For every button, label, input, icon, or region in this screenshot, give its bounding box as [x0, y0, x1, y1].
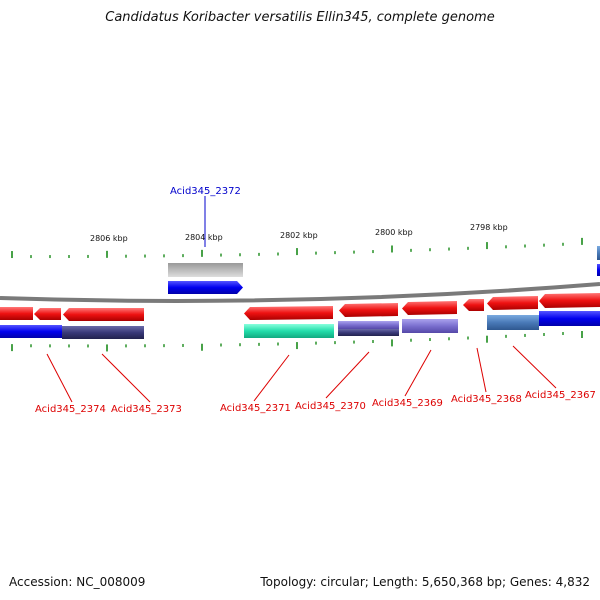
gene-arrow-2368[interactable]	[463, 299, 484, 311]
leader-line-2367	[512, 345, 557, 389]
gene-block-2370-lower[interactable]	[338, 329, 399, 336]
leader-line-2374	[46, 353, 73, 403]
gene-block-2367-right[interactable]	[539, 311, 600, 326]
gene-block-2374[interactable]	[0, 325, 62, 338]
gene-label-2368[interactable]: Acid345_2368	[451, 394, 522, 405]
gene-arrow-2373[interactable]	[63, 308, 144, 321]
gene-arrow-2371[interactable]	[244, 306, 333, 320]
gene-arrow-2367b[interactable]	[539, 293, 600, 308]
gene-block-2372-outer[interactable]	[168, 263, 243, 277]
gene-block-2369[interactable]	[402, 319, 458, 333]
genome-backbone	[0, 282, 600, 303]
scale-label-2798: 2798 kbp	[470, 223, 508, 232]
topology-summary-text: Topology: circular; Length: 5,650,368 bp…	[260, 575, 590, 589]
leader-line-2369	[404, 349, 432, 397]
scale-label-2802: 2802 kbp	[280, 231, 318, 240]
gene-label-2369[interactable]: Acid345_2369	[372, 398, 443, 409]
gene-label-2371[interactable]: Acid345_2371	[220, 403, 291, 414]
gene-arrow-2372[interactable]	[168, 281, 243, 294]
gene-label-2367[interactable]: Acid345_2367	[525, 390, 596, 401]
leader-line-2370	[325, 351, 370, 399]
genome-title: Candidatus Koribacter versatilis Ellin34…	[105, 10, 495, 25]
gene-label-2374[interactable]: Acid345_2374	[35, 404, 106, 415]
gene-arrow-2370[interactable]	[339, 303, 398, 317]
leader-line-2368	[476, 347, 487, 393]
gene-block-edge-upper[interactable]	[597, 246, 600, 260]
gene-arrow-2369[interactable]	[402, 301, 457, 315]
gene-block-2373[interactable]	[62, 326, 144, 339]
inner-ticks	[11, 331, 583, 352]
leader-line-2371	[253, 354, 290, 402]
outer-ticks	[11, 237, 583, 259]
scale-label-2804: 2804 kbp	[185, 233, 223, 242]
gene-label-2372[interactable]: Acid345_2372	[170, 186, 241, 197]
gene-block-2367-left[interactable]	[487, 315, 539, 330]
gene-block-edge-lower[interactable]	[597, 264, 600, 276]
gene-block-2371[interactable]	[244, 324, 334, 338]
accession-text: Accession: NC_008009	[9, 575, 146, 589]
scale-label-2806: 2806 kbp	[90, 234, 128, 243]
gene-label-2373[interactable]: Acid345_2373	[111, 404, 182, 415]
gene-arrow-2374a[interactable]	[0, 307, 33, 320]
gene-label-2370[interactable]: Acid345_2370	[295, 401, 366, 412]
gene-arrow-2374b[interactable]	[34, 308, 61, 320]
gene-block-2370-upper[interactable]	[338, 321, 399, 329]
scale-label-2800: 2800 kbp	[375, 228, 413, 237]
gene-arrow-2367a[interactable]	[487, 296, 538, 310]
leader-line-2373	[101, 353, 151, 403]
